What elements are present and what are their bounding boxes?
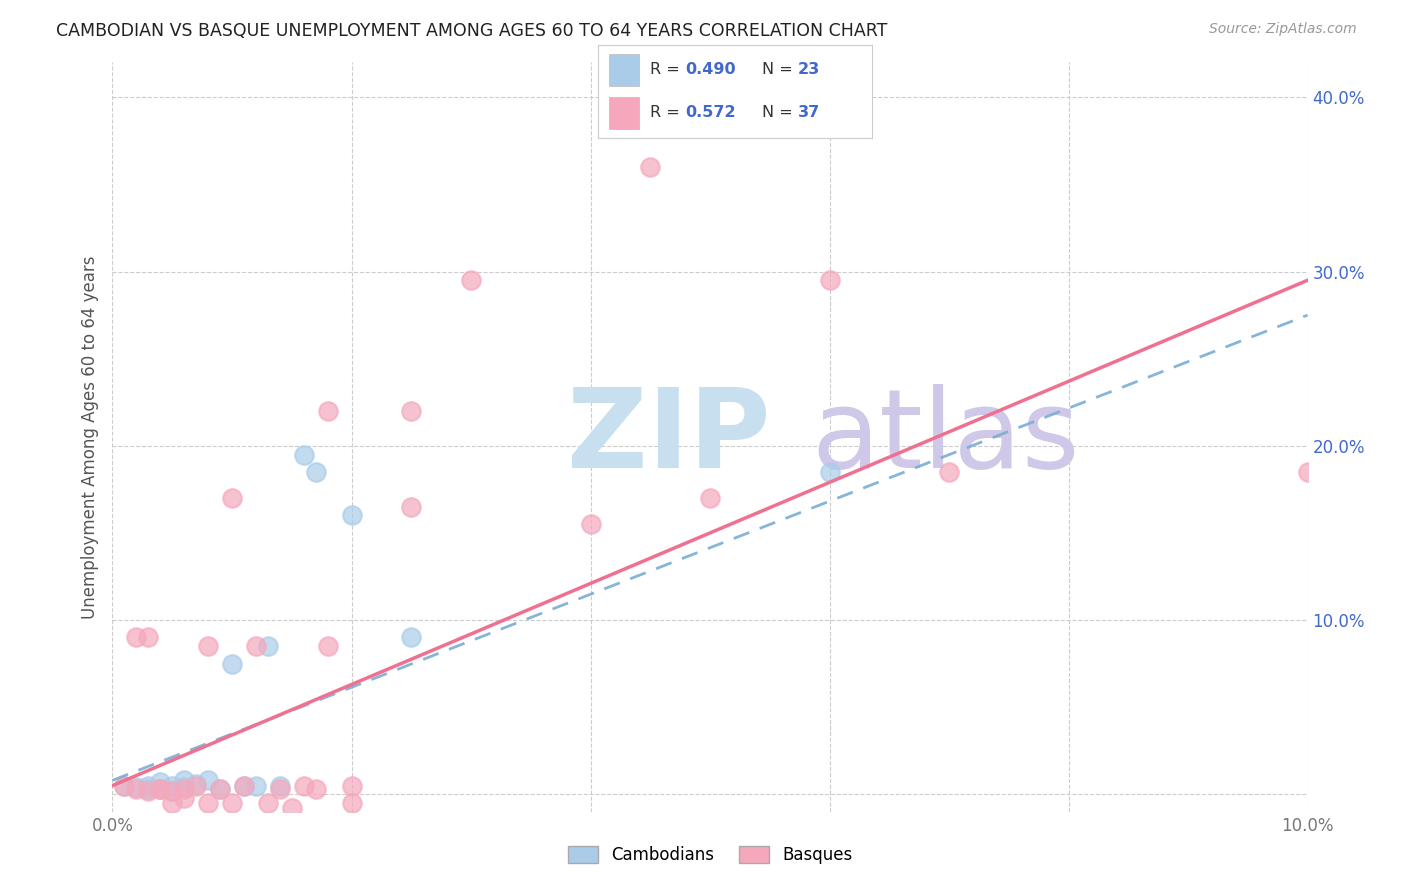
- Point: [579, 517, 602, 532]
- Point: [114, 779, 135, 793]
- Point: [209, 782, 232, 797]
- Point: [149, 782, 172, 797]
- Point: [186, 777, 208, 791]
- Point: [149, 782, 172, 797]
- Point: [401, 500, 423, 514]
- Point: [340, 508, 363, 523]
- Point: [173, 773, 195, 788]
- Point: [138, 784, 160, 798]
- Point: [316, 639, 339, 653]
- Point: [292, 448, 315, 462]
- Point: [699, 491, 721, 505]
- Point: [138, 779, 160, 793]
- Point: [221, 657, 243, 671]
- Point: [281, 801, 304, 815]
- Point: [221, 796, 243, 810]
- Text: CAMBODIAN VS BASQUE UNEMPLOYMENT AMONG AGES 60 TO 64 YEARS CORRELATION CHART: CAMBODIAN VS BASQUE UNEMPLOYMENT AMONG A…: [56, 22, 887, 40]
- Point: [173, 780, 195, 795]
- Point: [245, 779, 267, 793]
- Point: [162, 784, 183, 798]
- Bar: [609, 97, 638, 129]
- Text: R =: R =: [650, 105, 685, 120]
- Point: [316, 404, 339, 418]
- Point: [257, 639, 280, 653]
- Text: ZIP: ZIP: [567, 384, 770, 491]
- Point: [125, 780, 148, 795]
- Point: [233, 779, 256, 793]
- Text: N =: N =: [762, 62, 799, 78]
- Point: [818, 465, 841, 479]
- Point: [114, 779, 135, 793]
- Point: [340, 779, 363, 793]
- Point: [125, 782, 148, 797]
- Bar: [609, 54, 638, 86]
- Point: [162, 784, 183, 798]
- Point: [197, 773, 219, 788]
- Point: [640, 160, 662, 174]
- Legend: Cambodians, Basques: Cambodians, Basques: [561, 839, 859, 871]
- Point: [245, 639, 267, 653]
- Point: [269, 779, 291, 793]
- Text: 23: 23: [797, 62, 820, 78]
- Text: 37: 37: [797, 105, 820, 120]
- Point: [162, 779, 183, 793]
- Point: [138, 782, 160, 797]
- Point: [233, 779, 256, 793]
- Point: [173, 790, 195, 805]
- Point: [818, 273, 841, 287]
- Point: [149, 775, 172, 789]
- Point: [305, 782, 328, 797]
- Text: 0.572: 0.572: [685, 105, 735, 120]
- Point: [221, 491, 243, 505]
- Y-axis label: Unemployment Among Ages 60 to 64 years: Unemployment Among Ages 60 to 64 years: [80, 255, 98, 619]
- Point: [197, 796, 219, 810]
- Point: [460, 273, 482, 287]
- Point: [149, 782, 172, 797]
- Point: [162, 796, 183, 810]
- Point: [269, 782, 291, 797]
- Text: R =: R =: [650, 62, 685, 78]
- Text: N =: N =: [762, 105, 799, 120]
- Point: [138, 631, 160, 645]
- Text: 0.490: 0.490: [685, 62, 735, 78]
- Point: [209, 782, 232, 797]
- Point: [186, 779, 208, 793]
- Point: [1296, 465, 1319, 479]
- Point: [257, 796, 280, 810]
- Point: [292, 779, 315, 793]
- Point: [173, 782, 195, 797]
- Point: [340, 796, 363, 810]
- Text: Source: ZipAtlas.com: Source: ZipAtlas.com: [1209, 22, 1357, 37]
- Point: [938, 465, 960, 479]
- Point: [305, 465, 328, 479]
- Point: [125, 631, 148, 645]
- Point: [401, 631, 423, 645]
- Text: atlas: atlas: [811, 384, 1080, 491]
- Point: [197, 639, 219, 653]
- Point: [401, 404, 423, 418]
